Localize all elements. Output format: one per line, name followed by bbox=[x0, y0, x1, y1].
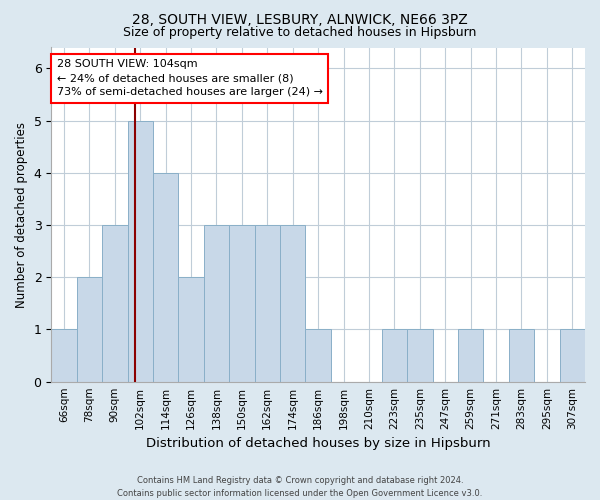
Bar bbox=[77, 277, 102, 382]
Text: Size of property relative to detached houses in Hipsburn: Size of property relative to detached ho… bbox=[124, 26, 476, 39]
Bar bbox=[51, 330, 77, 382]
Text: 28 SOUTH VIEW: 104sqm
← 24% of detached houses are smaller (8)
73% of semi-detac: 28 SOUTH VIEW: 104sqm ← 24% of detached … bbox=[56, 59, 323, 97]
Text: 28, SOUTH VIEW, LESBURY, ALNWICK, NE66 3PZ: 28, SOUTH VIEW, LESBURY, ALNWICK, NE66 3… bbox=[132, 12, 468, 26]
Bar bbox=[509, 330, 534, 382]
Bar bbox=[102, 225, 128, 382]
Bar bbox=[128, 120, 153, 382]
Bar bbox=[382, 330, 407, 382]
Bar bbox=[204, 225, 229, 382]
Bar bbox=[560, 330, 585, 382]
Bar bbox=[458, 330, 484, 382]
X-axis label: Distribution of detached houses by size in Hipsburn: Distribution of detached houses by size … bbox=[146, 437, 490, 450]
Bar bbox=[407, 330, 433, 382]
Bar bbox=[305, 330, 331, 382]
Bar bbox=[178, 277, 204, 382]
Bar bbox=[254, 225, 280, 382]
Bar bbox=[229, 225, 254, 382]
Bar bbox=[280, 225, 305, 382]
Bar bbox=[153, 173, 178, 382]
Text: Contains HM Land Registry data © Crown copyright and database right 2024.
Contai: Contains HM Land Registry data © Crown c… bbox=[118, 476, 482, 498]
Y-axis label: Number of detached properties: Number of detached properties bbox=[15, 122, 28, 308]
